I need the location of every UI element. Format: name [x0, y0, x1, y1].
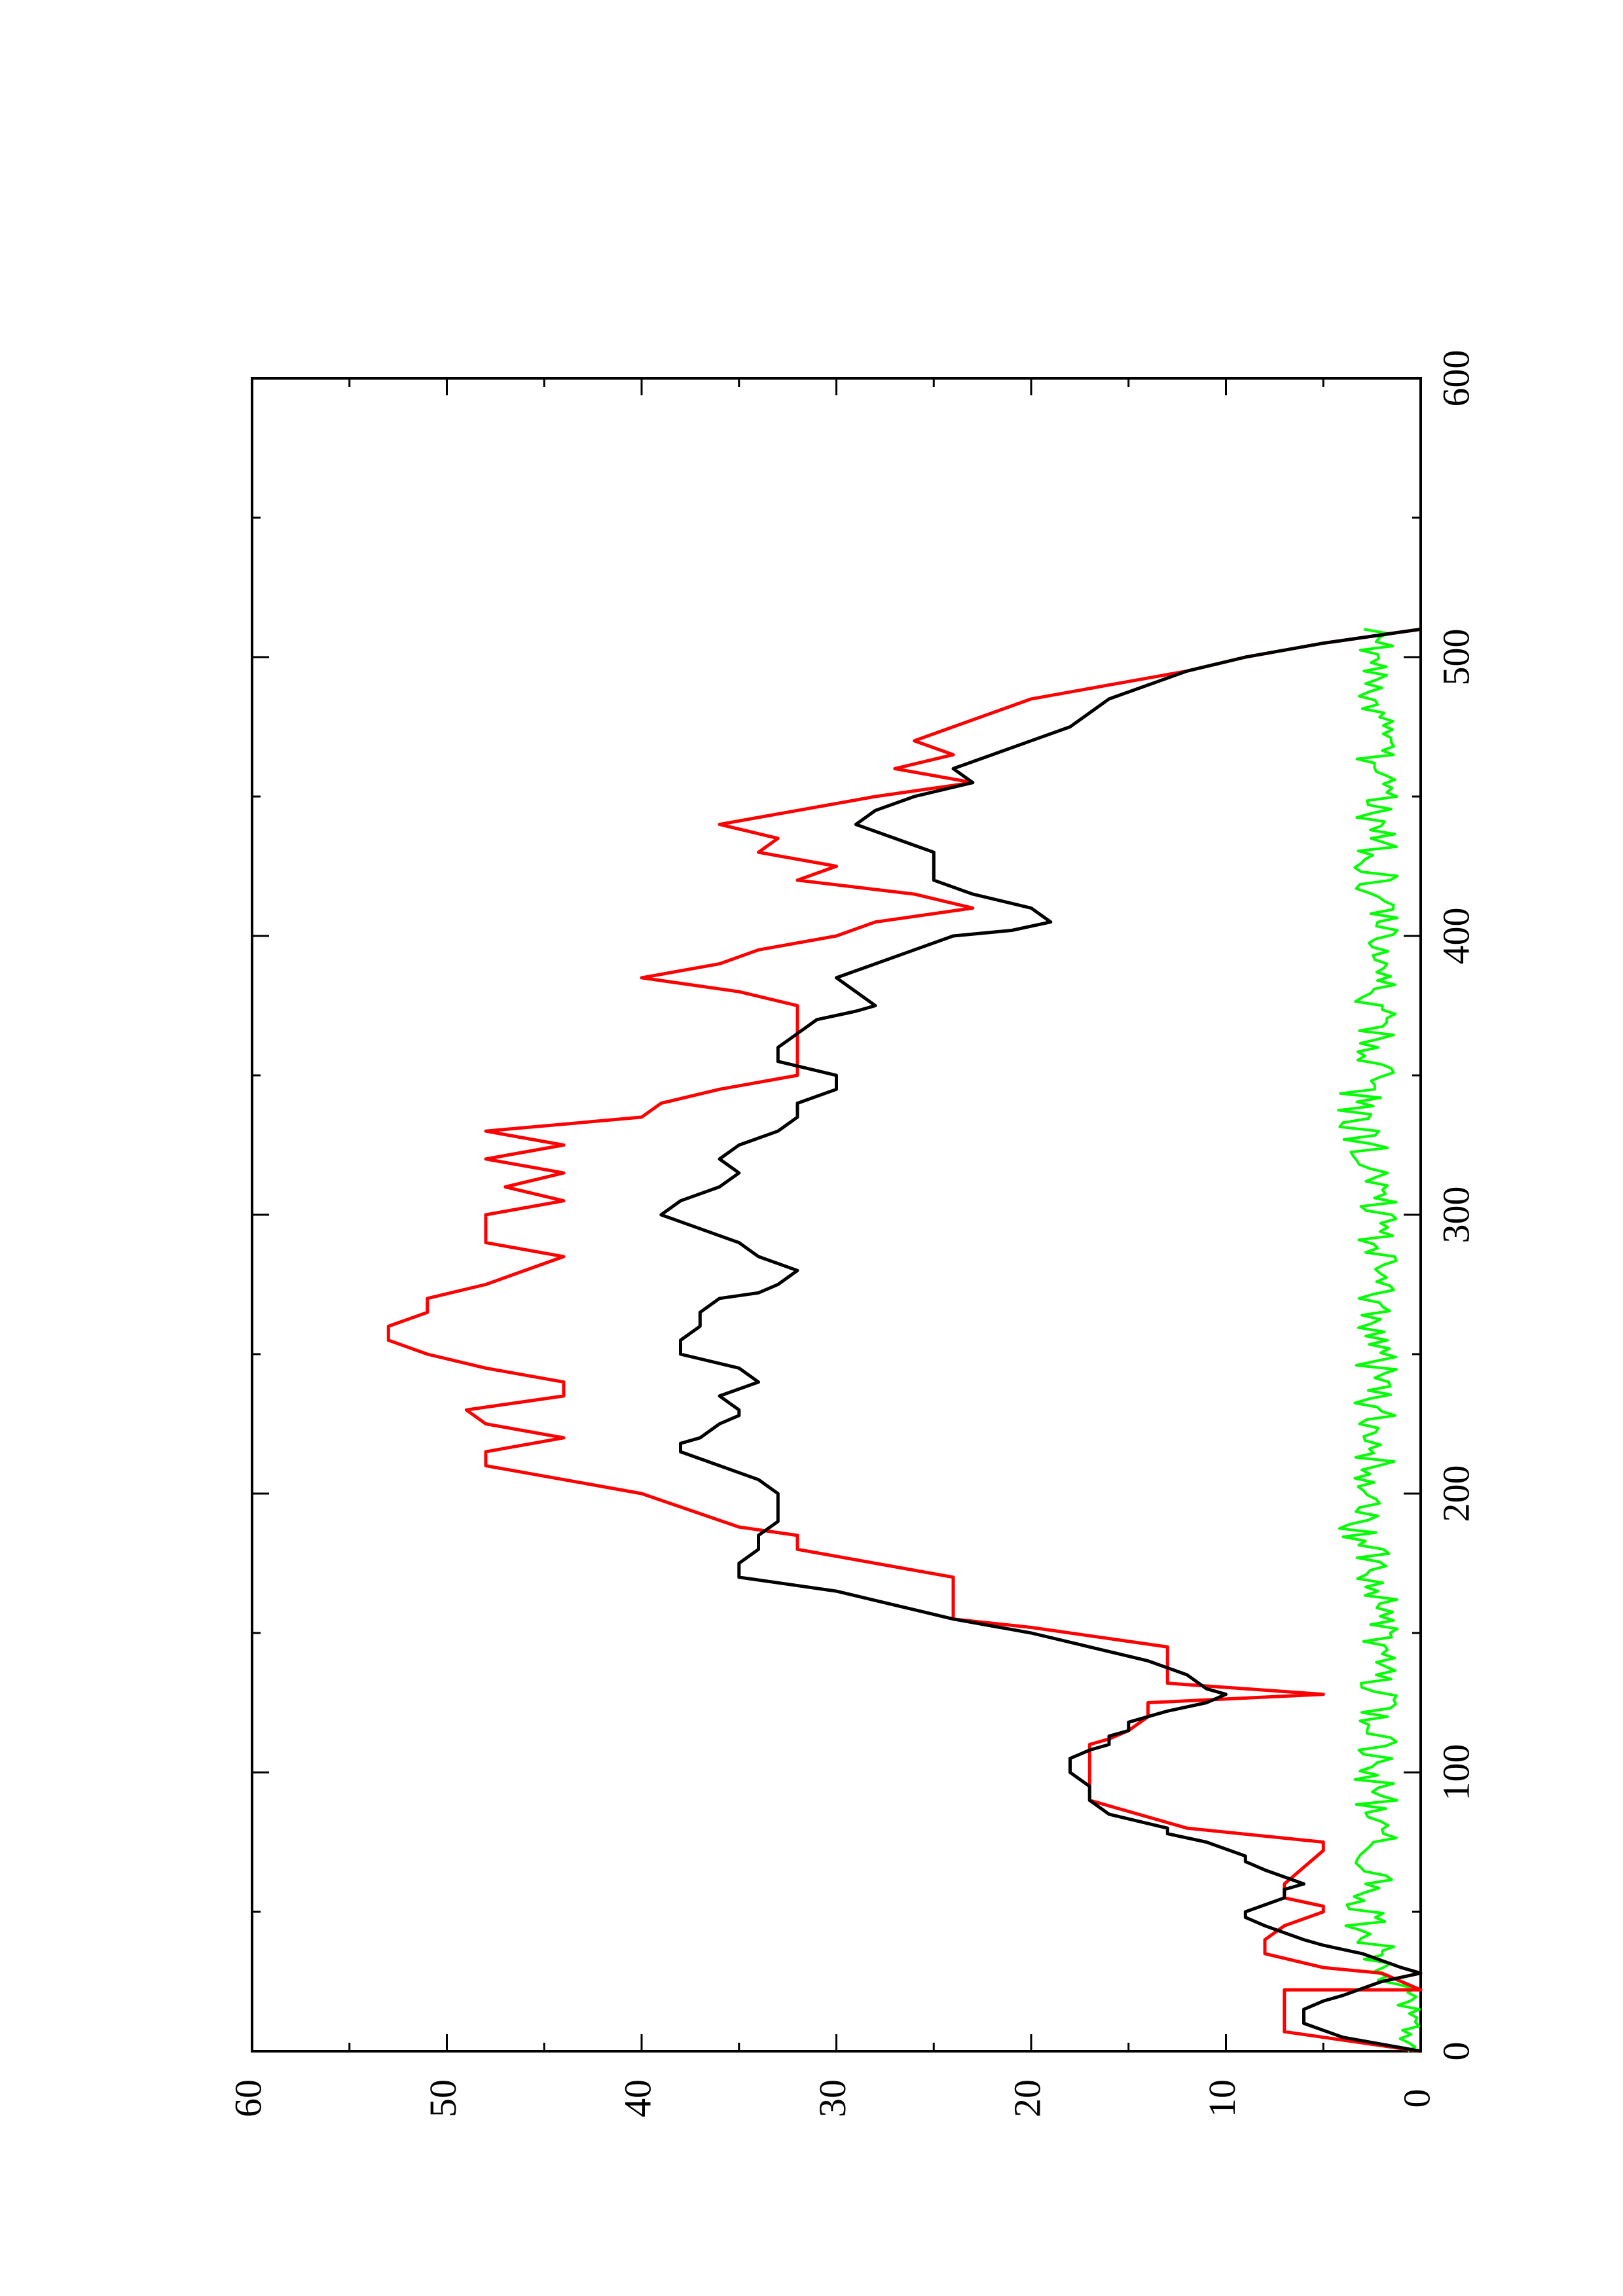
plot-area: 0 100 200 300 400 500 600 0 10 20 30 40 50 60 — [227, 350, 1477, 2118]
y-tick-label-0: 0 — [1395, 2089, 1438, 2108]
x-tick-label-0: 0 — [1434, 2042, 1477, 2061]
x-tick-label-100: 100 — [1434, 1744, 1477, 1801]
x-tick-label-600: 600 — [1434, 350, 1477, 407]
x-tick-label-200: 200 — [1434, 1465, 1477, 1522]
y-tick-label-50: 50 — [422, 2079, 464, 2117]
x-tick-label-400: 400 — [1434, 908, 1477, 965]
x-tick-label-500: 500 — [1434, 629, 1477, 686]
x-tick-label-300: 300 — [1434, 1187, 1477, 1244]
y-tick-label-10: 10 — [1201, 2079, 1243, 2117]
series-red-line — [386, 627, 1423, 2053]
y-tick-label-30: 30 — [811, 2079, 854, 2117]
y-tick-label-40: 40 — [616, 2079, 659, 2117]
y-tick-label-20: 20 — [1006, 2079, 1048, 2117]
series-black-line — [659, 627, 1423, 2053]
series-green-line — [1337, 628, 1421, 2053]
y-tick-label-60: 60 — [227, 2079, 269, 2117]
